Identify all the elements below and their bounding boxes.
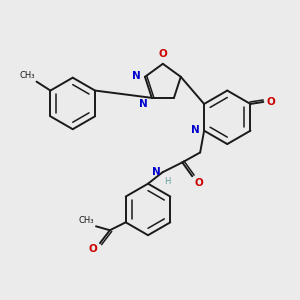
Text: N: N: [152, 167, 161, 177]
Text: H: H: [164, 177, 171, 186]
Text: N: N: [132, 71, 141, 81]
Text: O: O: [158, 49, 167, 59]
Text: N: N: [191, 125, 200, 135]
Text: O: O: [88, 244, 97, 254]
Text: CH₃: CH₃: [19, 71, 34, 80]
Text: O: O: [266, 97, 275, 107]
Text: CH₃: CH₃: [79, 216, 94, 225]
Text: O: O: [194, 178, 203, 188]
Text: N: N: [139, 99, 148, 109]
